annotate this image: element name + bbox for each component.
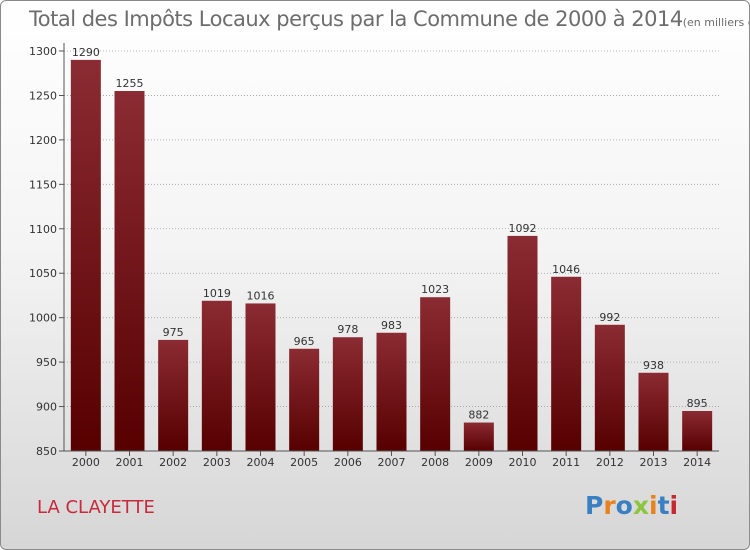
x-tick-label-2003: 2003 [203,456,231,469]
bar-2013 [638,372,669,451]
x-tick-label-2012: 2012 [596,456,624,469]
logo-letter: i [649,491,658,520]
commune-name: LA CLAYETTE [37,497,155,518]
data-label-2014: 895 [687,397,708,410]
x-tick-label-2011: 2011 [552,456,580,469]
bar-2008 [420,297,451,451]
bar-2002 [158,339,189,451]
chart-title-text: Total des Impôts Locaux perçus par la Co… [29,7,683,31]
x-tick-label-2000: 2000 [72,456,100,469]
data-labels: 1290 1255 975 1019 1016 965 978 983 1023 882 1092 1… [72,46,708,422]
data-label-2012: 992 [599,311,620,324]
bar-2004 [245,303,276,451]
x-tick-label-2002: 2002 [159,456,187,469]
bar-2010 [507,235,538,451]
data-label-2001: 1255 [116,77,144,90]
chart-unit: (en milliers d'€) [682,16,749,29]
logo-letter: o [615,491,633,520]
axes: 850 900 950 1000 1050 1100 1150 1200 1250 1300 200… [29,43,719,469]
x-tick-label-2006: 2006 [334,456,362,469]
data-label-2003: 1019 [203,287,231,300]
x-tick-label-2005: 2005 [290,456,318,469]
data-label-2006: 978 [337,323,358,336]
bar-2005 [289,348,320,451]
data-label-2002: 975 [163,326,184,339]
y-tick-label: 1000 [29,312,57,325]
bars [70,59,713,452]
y-tick-label: 900 [36,401,57,414]
x-tick-label-2014: 2014 [683,456,711,469]
logo-letter: r [603,491,616,520]
data-label-2007: 983 [381,319,402,332]
y-tick-label: 1300 [29,45,57,58]
y-tick-label: 1200 [29,134,57,147]
data-label-2004: 1016 [247,289,275,302]
x-tick-label-2010: 2010 [509,456,537,469]
data-label-2011: 1046 [552,263,580,276]
y-tick-label: 850 [36,445,57,458]
x-tick-label-2001: 2001 [116,456,144,469]
bar-2001 [114,91,145,451]
y-tick-label: 1250 [29,89,57,102]
x-tick-label-2004: 2004 [247,456,275,469]
logo-letter: i [669,491,679,520]
bar-2009 [463,422,494,451]
logo-letter: P [585,491,604,520]
x-tick-label-2009: 2009 [465,456,493,469]
bar-2006 [332,337,363,451]
x-tick-label-2007: 2007 [378,456,406,469]
logo-letter: x [632,491,649,520]
logo-letter: t [657,491,670,520]
x-tick-label-2008: 2008 [421,456,449,469]
y-tick-label: 1150 [29,178,57,191]
proxiti-logo: Proxiti [585,491,678,520]
data-label-2009: 882 [468,409,489,422]
data-label-2010: 1092 [509,222,537,235]
y-tick-label: 1050 [29,267,57,280]
bar-2011 [551,276,582,451]
bar-2012 [594,324,625,451]
y-tick-label: 950 [36,356,57,369]
data-label-2008: 1023 [421,283,449,296]
bar-2003 [201,300,232,451]
bar-2007 [376,332,407,451]
y-tick-label: 1100 [29,223,57,236]
chart-title: Total des Impôts Locaux perçus par la Co… [29,7,749,31]
bar-2014 [682,411,713,451]
data-label-2013: 938 [643,359,664,372]
data-label-2000: 1290 [72,46,100,59]
bar-2000 [70,59,101,452]
x-tick-label-2013: 2013 [640,456,668,469]
data-label-2005: 965 [294,335,315,348]
